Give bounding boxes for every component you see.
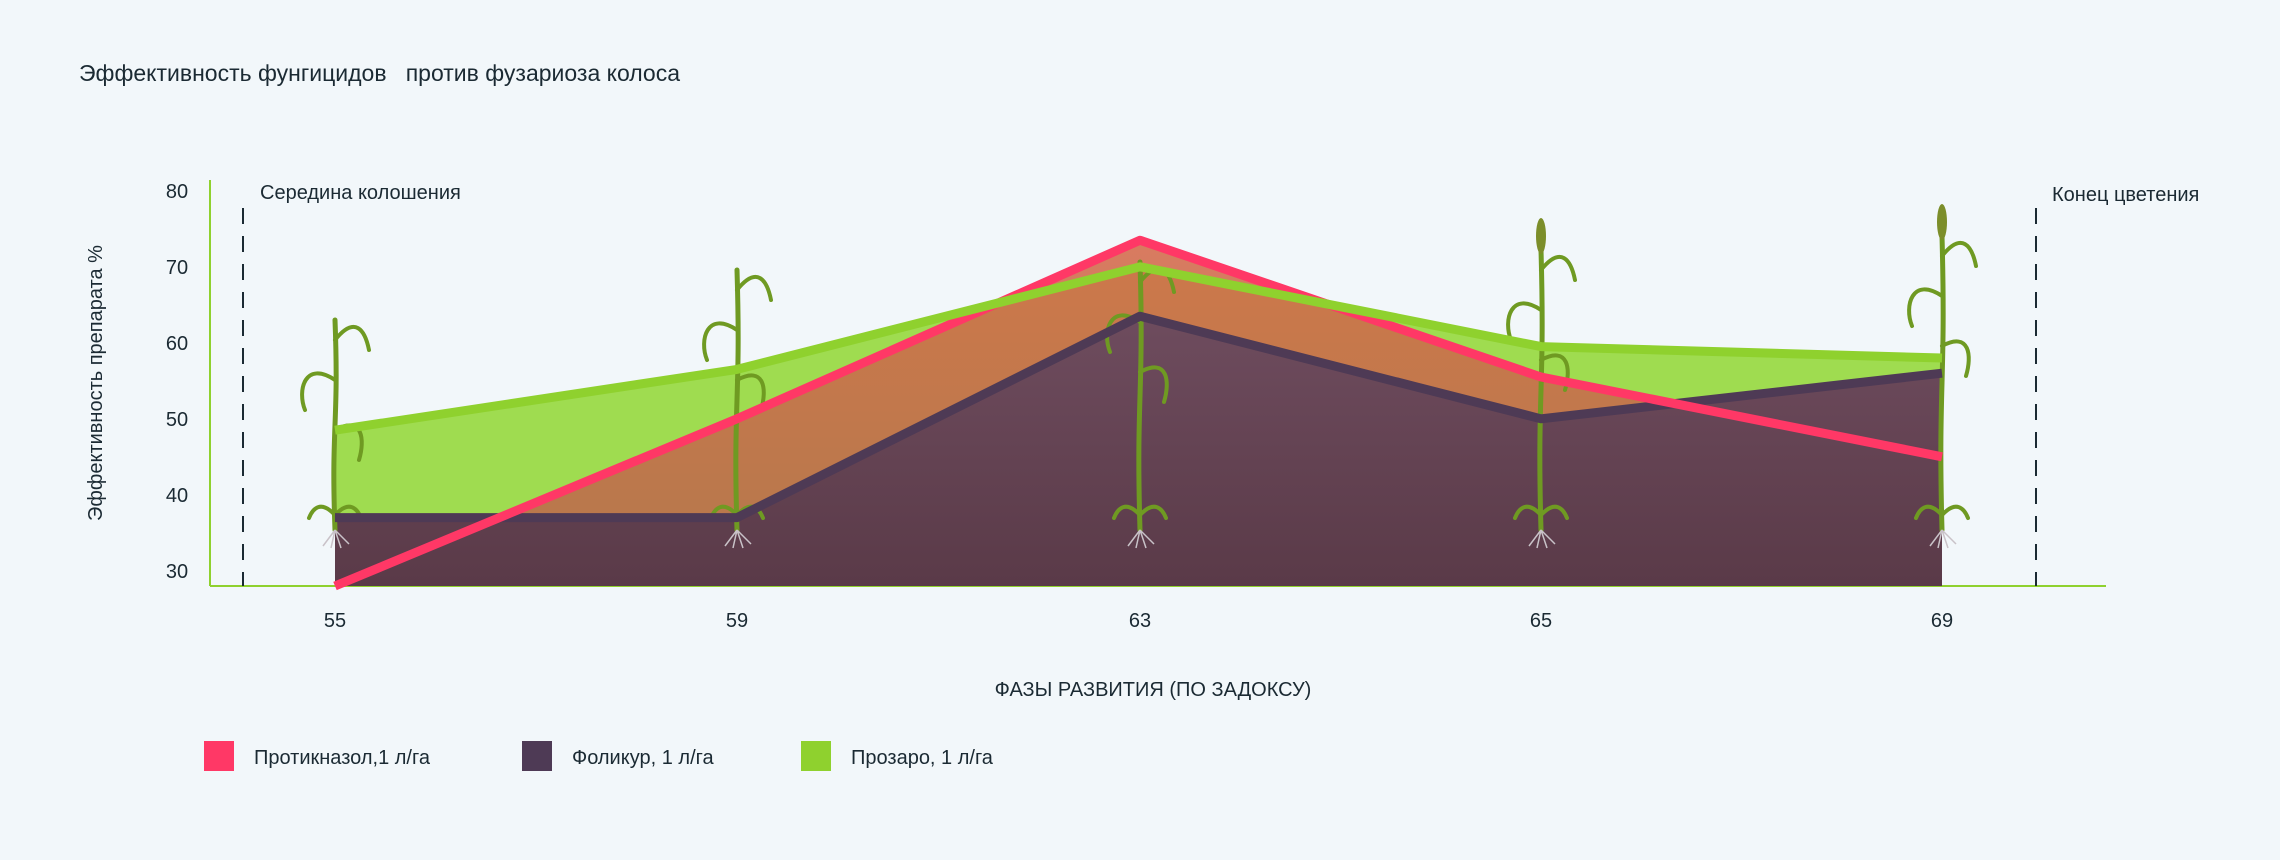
wheat-leaf: [1513, 504, 1543, 520]
x-tick-label: 59: [726, 610, 748, 632]
wheat-roots: [322, 529, 350, 549]
wheat-leaf: [1914, 504, 1944, 520]
y-tick-label: 40: [166, 485, 188, 507]
line-protikonazol: [333, 235, 1943, 591]
legend-item: Протикназол,1 л/га: [204, 741, 431, 771]
wheat-stem: [1938, 233, 1946, 533]
x-tick-label: 69: [1931, 610, 1953, 632]
series-lines: [333, 235, 1943, 591]
wheat-leaf: [702, 321, 739, 362]
y-axis-title: Эффективность препарата %: [85, 245, 107, 521]
wheat-leaf: [1138, 504, 1168, 520]
wheat-roots: [1528, 529, 1556, 549]
legend-label: Фоликур, 1 л/га: [572, 747, 714, 769]
wheat-stem: [733, 267, 741, 533]
y-tick-label: 30: [166, 561, 188, 583]
wheat-leaf: [307, 504, 337, 520]
legend-item: Фоликур, 1 л/га: [522, 741, 714, 771]
x-axis-title: ФАЗЫ РАЗВИТИЯ (ПО ЗАДОКСУ): [995, 679, 1312, 701]
wheat-stem: [331, 317, 339, 533]
legend-swatch: [522, 741, 552, 771]
wheat-leaf: [1112, 504, 1142, 520]
legend-label: Протикназол,1 л/га: [254, 747, 431, 769]
wheat-ear: [1536, 218, 1546, 254]
wheat-roots: [1127, 529, 1155, 549]
wheat-leaf: [1940, 504, 1970, 520]
wheat-leaf: [735, 275, 773, 302]
end-phase-label: Конец цветения: [2052, 184, 2199, 206]
x-tick-label: 63: [1129, 610, 1151, 632]
y-tick-label: 50: [166, 409, 188, 431]
wheat-stem: [1136, 259, 1144, 533]
legend-swatch: [204, 741, 234, 771]
legend-swatch: [801, 741, 831, 771]
wheat-leaf: [1907, 287, 1944, 328]
wheat-plant: [1506, 218, 1577, 549]
wheat-leaf: [1539, 504, 1569, 520]
wheat-stem: [1537, 247, 1545, 533]
wheat-leaf: [333, 325, 371, 352]
y-tick-label: 70: [166, 257, 188, 279]
wheat-plant: [1907, 204, 1978, 549]
legend-item: Прозаро, 1 л/га: [801, 741, 994, 771]
legend-label: Прозаро, 1 л/га: [851, 747, 994, 769]
wheat-roots: [724, 529, 752, 549]
wheat-leaf: [1539, 255, 1577, 282]
chart-title: Эффективность фунгицидов против фузариоз…: [79, 60, 680, 86]
line-prozaro: [334, 262, 1943, 435]
wheat-leaf: [1506, 301, 1543, 342]
wheat-leaf: [1940, 241, 1978, 268]
y-tick-label: 60: [166, 333, 188, 355]
y-tick-labels: 80 70 60 50 40 30: [166, 181, 188, 583]
y-tick-label: 80: [166, 181, 188, 203]
start-phase-label: Середина колошения: [260, 182, 461, 204]
wheat-leaf: [1138, 365, 1169, 404]
legend: Протикназол,1 л/га Фоликур, 1 л/га Прозаро…: [204, 741, 994, 771]
wheat-roots: [1929, 529, 1957, 549]
x-tick-label: 65: [1530, 610, 1552, 632]
x-tick-labels: 55 59 63 65 69: [324, 610, 1953, 632]
x-tick-label: 55: [324, 610, 346, 632]
wheat-leaf: [300, 371, 337, 412]
wheat-ear: [1937, 204, 1947, 240]
wheat-leaf: [1940, 339, 1971, 378]
